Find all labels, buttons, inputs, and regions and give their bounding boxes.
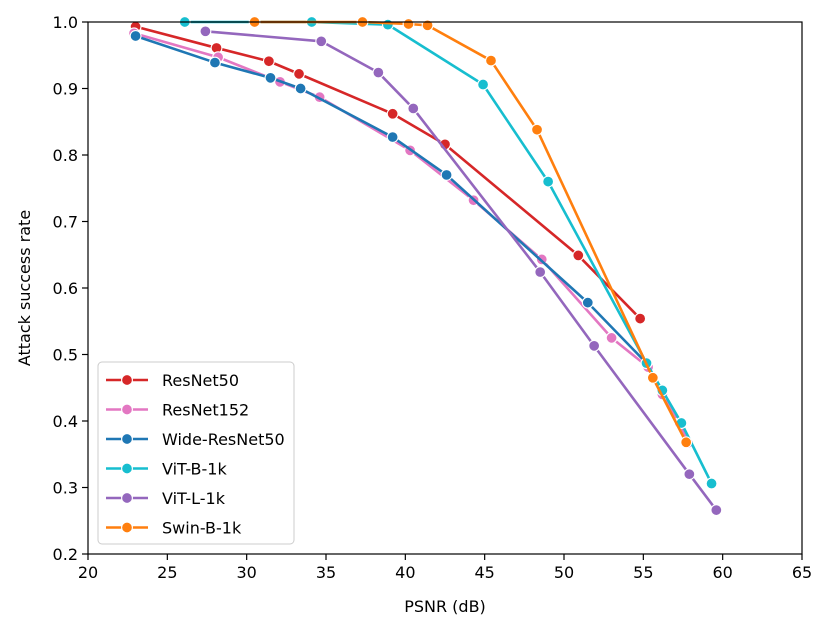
legend-marker bbox=[121, 403, 133, 416]
legend-marker bbox=[121, 462, 133, 475]
data-point-vit-b-1k bbox=[477, 78, 490, 91]
legend-label: Swin-B-1k bbox=[162, 519, 242, 538]
y-axis-label: Attack success rate bbox=[15, 210, 34, 366]
data-point-swin-b-1k bbox=[485, 54, 497, 67]
data-point-wide-resnet50 bbox=[208, 56, 221, 69]
data-point-vit-l-1k bbox=[372, 66, 385, 79]
legend-label: ViT-B-1k bbox=[162, 460, 227, 479]
data-point-resnet50 bbox=[386, 107, 399, 120]
legend-label: ResNet152 bbox=[162, 401, 249, 420]
legend-item-resnet50: ResNet50 bbox=[106, 371, 239, 390]
data-point-swin-b-1k bbox=[531, 123, 543, 136]
data-point-vit-l-1k bbox=[683, 468, 696, 481]
legend-item-vit-b-1k: ViT-B-1k bbox=[106, 460, 227, 479]
legend-item-swin-b-1k: Swin-B-1k bbox=[106, 519, 242, 538]
legend-item-wide-resnet50: Wide-ResNet50 bbox=[106, 430, 285, 449]
y-tick-label: 0.5 bbox=[53, 346, 78, 365]
data-point-resnet50 bbox=[262, 55, 275, 68]
data-point-wide-resnet50 bbox=[294, 82, 307, 95]
data-point-resnet50 bbox=[634, 312, 647, 325]
y-tick-label: 1.0 bbox=[53, 13, 78, 32]
data-point-vit-l-1k bbox=[588, 339, 601, 352]
data-point-resnet50 bbox=[293, 67, 305, 80]
data-point-vit-l-1k bbox=[534, 266, 547, 278]
x-tick-label: 55 bbox=[633, 563, 653, 582]
x-axis-label: PSNR (dB) bbox=[404, 597, 486, 616]
y-tick-label: 0.8 bbox=[53, 146, 78, 165]
legend-label: ResNet50 bbox=[162, 371, 239, 390]
series-line-wide-resnet50 bbox=[134, 34, 648, 365]
series-line-vit-l-1k bbox=[204, 30, 718, 512]
data-point-wide-resnet50 bbox=[440, 169, 453, 181]
data-point-vit-b-1k bbox=[542, 175, 555, 188]
legend-marker bbox=[121, 374, 133, 386]
legend-marker bbox=[121, 521, 133, 534]
data-point-swin-b-1k bbox=[402, 18, 415, 30]
legend: ResNet50 ResNet152 Wide-ResNet50 ViT-B-1k Vi… bbox=[97, 361, 295, 545]
y-tick-label: 0.2 bbox=[53, 545, 78, 564]
legend-marker bbox=[121, 492, 133, 504]
y-tick-label: 0.7 bbox=[53, 213, 78, 232]
data-point-vit-b-1k bbox=[381, 18, 394, 31]
data-point-vit-b-1k bbox=[705, 477, 718, 490]
x-tick-label: 65 bbox=[792, 563, 812, 582]
data-point-wide-resnet50 bbox=[129, 30, 142, 42]
x-tick-label: 45 bbox=[474, 563, 494, 582]
x-tick-label: 50 bbox=[554, 563, 574, 582]
x-tick-label: 20 bbox=[78, 563, 98, 582]
x-tick-label: 60 bbox=[712, 563, 732, 582]
data-point-vit-l-1k bbox=[199, 25, 212, 38]
legend-label: Wide-ResNet50 bbox=[162, 430, 285, 449]
data-point-vit-l-1k bbox=[315, 35, 328, 48]
x-axis-ticks: 20 25 30 35 40 45 50 55 60 65 bbox=[78, 554, 812, 582]
x-tick-label: 25 bbox=[157, 563, 177, 582]
y-axis-ticks: 0.2 0.3 0.4 0.5 0.6 0.7 0.8 0.9 1.0 bbox=[53, 13, 88, 564]
series-line-resnet50 bbox=[134, 25, 642, 320]
x-tick-label: 40 bbox=[395, 563, 415, 582]
legend-item-vit-l-1k: ViT-L-1k bbox=[106, 489, 226, 508]
y-tick-label: 0.9 bbox=[53, 80, 78, 99]
y-tick-label: 0.4 bbox=[53, 412, 78, 431]
data-point-wide-resnet50 bbox=[386, 131, 399, 144]
series-vit-l-1k bbox=[199, 25, 723, 517]
data-point-vit-l-1k bbox=[710, 504, 723, 517]
y-tick-label: 0.6 bbox=[53, 279, 78, 298]
legend-item-resnet152: ResNet152 bbox=[106, 401, 249, 420]
data-point-vit-l-1k bbox=[407, 102, 420, 115]
data-point-wide-resnet50 bbox=[264, 71, 277, 84]
data-point-swin-b-1k bbox=[421, 19, 434, 32]
data-point-resnet50 bbox=[572, 249, 585, 262]
legend-marker bbox=[121, 433, 133, 445]
data-point-swin-b-1k bbox=[646, 371, 659, 384]
x-tick-label: 35 bbox=[316, 563, 336, 582]
data-point-resnet152 bbox=[605, 331, 618, 344]
legend-label: ViT-L-1k bbox=[162, 489, 226, 508]
data-point-wide-resnet50 bbox=[581, 296, 594, 309]
x-tick-label: 30 bbox=[236, 563, 256, 582]
y-tick-label: 0.3 bbox=[53, 479, 78, 498]
data-point-swin-b-1k bbox=[680, 436, 693, 449]
